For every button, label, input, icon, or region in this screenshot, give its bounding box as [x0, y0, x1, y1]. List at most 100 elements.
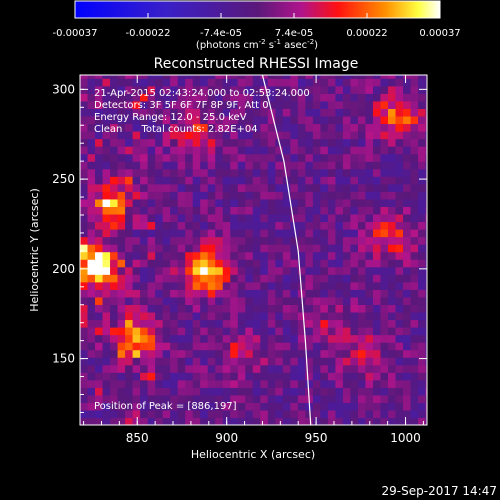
- heatmap-cell: [290, 138, 299, 147]
- heatmap-cell: [192, 281, 201, 290]
- heatmap-cell: [403, 274, 412, 283]
- heatmap-cell: [87, 296, 96, 305]
- heatmap-cell: [267, 123, 276, 132]
- heatmap-cell: [252, 78, 261, 87]
- heatmap-cell: [395, 394, 404, 403]
- heatmap-cell: [222, 334, 231, 343]
- heatmap-cell: [410, 259, 419, 268]
- heatmap-cell: [312, 146, 321, 155]
- heatmap-cell: [418, 394, 427, 403]
- heatmap-cell: [140, 183, 149, 192]
- heatmap-cell: [290, 213, 299, 223]
- heatmap-cell: [155, 334, 164, 343]
- heatmap-cell: [350, 327, 359, 336]
- heatmap-cell: [297, 229, 306, 238]
- heatmap-cell: [215, 319, 224, 328]
- heatmap-cell: [230, 85, 239, 94]
- heatmap-cell: [80, 364, 89, 373]
- heatmap-cell: [147, 78, 156, 87]
- heatmap-cell: [80, 319, 89, 328]
- heatmap-cell: [155, 131, 164, 140]
- heatmap-cell: [357, 108, 367, 117]
- heatmap-cell: [335, 198, 344, 207]
- heatmap-cell: [357, 236, 367, 245]
- heatmap-cell: [222, 176, 231, 185]
- heatmap-cell: [185, 311, 194, 321]
- heatmap-cell: [305, 289, 314, 298]
- heatmap-cell: [388, 138, 397, 147]
- heatmap-cell: [350, 183, 359, 192]
- heatmap-cell: [222, 168, 231, 177]
- heatmap-cell: [312, 296, 321, 305]
- heatmap-cell: [147, 274, 156, 283]
- heatmap-cell: [335, 402, 344, 411]
- heatmap-cell: [388, 75, 397, 79]
- heatmap-cell: [162, 327, 171, 336]
- heatmap-cell: [237, 379, 246, 388]
- heatmap-cell: [410, 131, 419, 140]
- heatmap-cell: [162, 138, 171, 147]
- heatmap-cell: [102, 131, 111, 140]
- heatmap-cell: [335, 229, 344, 238]
- heatmap-cell: [395, 168, 404, 177]
- heatmap-cell: [200, 251, 209, 260]
- heatmap-cell: [357, 394, 367, 403]
- heatmap-cell: [267, 176, 276, 185]
- heatmap-cell: [342, 259, 352, 268]
- heatmap-cell: [252, 191, 261, 200]
- heatmap-cell: [140, 78, 149, 87]
- heatmap-cell: [312, 138, 321, 147]
- heatmap-cell: [192, 244, 201, 253]
- heatmap-cell: [162, 334, 171, 343]
- heatmap-cell: [170, 93, 179, 102]
- heatmap-cell: [418, 206, 427, 215]
- heatmap-cell: [87, 176, 96, 185]
- heatmap-cell: [125, 417, 134, 425]
- heatmap-cell: [372, 198, 382, 207]
- heatmap-cell: [222, 115, 231, 125]
- heatmap-cell: [185, 274, 194, 283]
- heatmap-cell: [395, 244, 404, 253]
- heatmap-cell: [125, 221, 134, 230]
- chart-title: Reconstructed RHESSI Image: [154, 56, 359, 72]
- heatmap-cell: [410, 78, 419, 87]
- heatmap-cell: [200, 342, 209, 351]
- heatmap-cell: [327, 357, 337, 366]
- heatmap-cell: [177, 364, 186, 373]
- heatmap-cell: [267, 274, 276, 283]
- heatmap-cell: [132, 75, 141, 79]
- heatmap-cell: [170, 85, 179, 94]
- heatmap-cell: [192, 379, 201, 388]
- heatmap-cell: [95, 357, 104, 366]
- heatmap-cell: [95, 259, 104, 268]
- heatmap-cell: [185, 402, 194, 411]
- heatmap-cell: [275, 251, 284, 260]
- heatmap-cell: [312, 168, 321, 177]
- x-tick-label: 1000: [390, 431, 421, 445]
- heatmap-cell: [140, 387, 149, 396]
- heatmap-cell: [290, 153, 299, 162]
- heatmap-cell: [290, 327, 299, 336]
- heatmap-cell: [192, 296, 201, 305]
- heatmap-cell: [237, 78, 246, 87]
- heatmap-cell: [237, 342, 246, 351]
- heatmap-cell: [95, 304, 104, 313]
- heatmap-cell: [80, 191, 89, 200]
- heatmap-cell: [207, 213, 216, 223]
- heatmap-cell: [252, 85, 261, 94]
- heatmap-cell: [275, 131, 284, 140]
- heatmap-cell: [372, 229, 382, 238]
- heatmap-cell: [252, 387, 261, 396]
- heatmap-cell: [87, 221, 96, 230]
- heatmap-cell: [342, 93, 352, 102]
- heatmap-cell: [267, 342, 276, 351]
- heatmap-cell: [80, 402, 89, 411]
- heatmap-cell: [312, 342, 321, 351]
- heatmap-cell: [177, 289, 186, 298]
- heatmap-cell: [192, 319, 201, 328]
- heatmap-cell: [125, 146, 134, 155]
- heatmap-cell: [95, 372, 104, 381]
- heatmap-cell: [110, 274, 119, 283]
- heatmap-cell: [222, 153, 231, 162]
- heatmap-cell: [260, 131, 269, 140]
